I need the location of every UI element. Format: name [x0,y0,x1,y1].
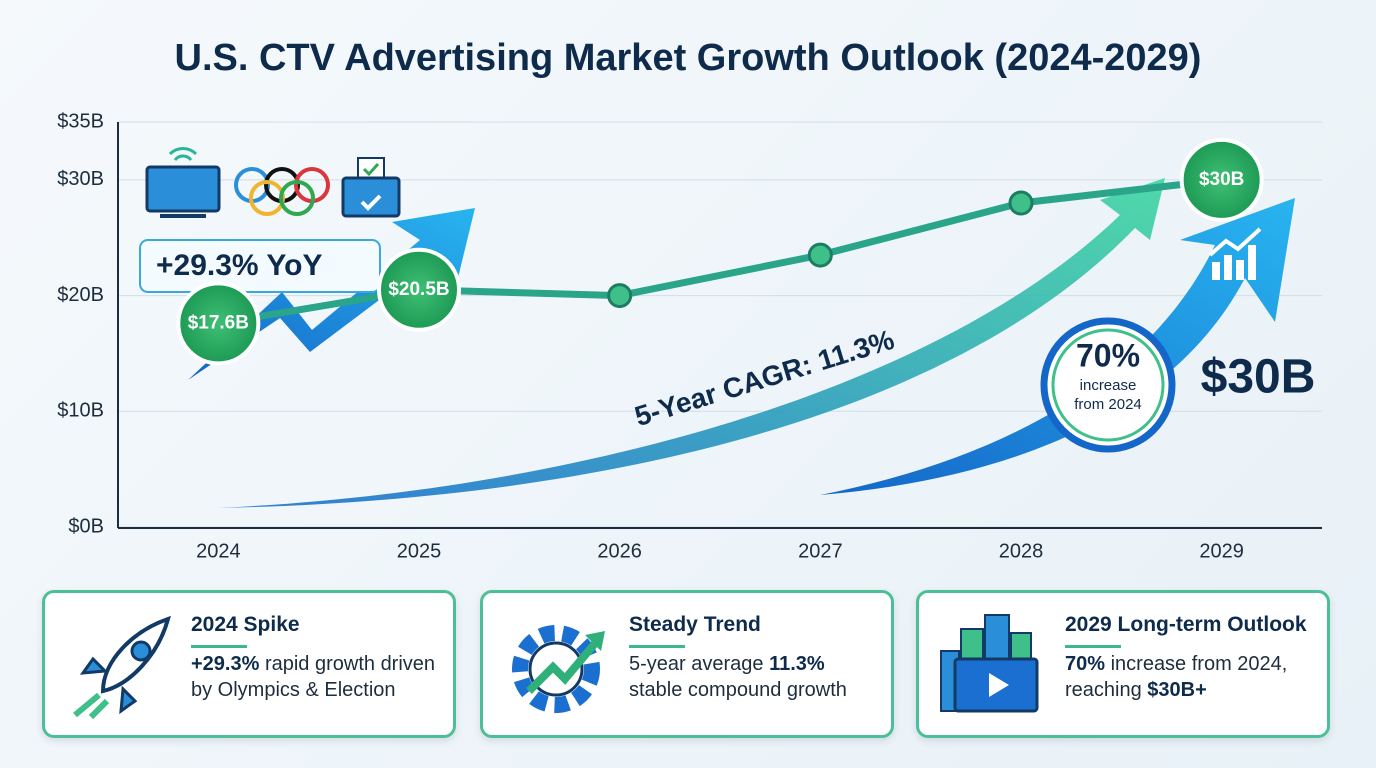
rocket-icon [73,615,171,720]
ballot-icon [341,157,401,218]
y-tick-label: $10B [57,400,104,422]
card-text-part: 70% [1065,653,1106,675]
y-tick-label: $20B [57,284,104,306]
card-text-part: 5-year average [629,653,770,675]
gear-icon [512,625,605,713]
outlook-arrow [820,198,1295,495]
increase-badge: 70% increase from 2024 [1040,317,1176,453]
card-text: +29.3% rapid growth driven by Olympics &… [191,651,443,703]
y-tick-label: $35B [57,110,104,132]
card: 2024 Spike +29.3% rapid growth driven by… [42,590,456,738]
yoy-box [139,239,381,293]
card-text-part: $30B+ [1147,679,1207,701]
yoy-label: +29.3% YoY [156,249,323,282]
x-tick-label: 2024 [196,540,241,562]
card-rule [1065,645,1121,648]
x-tick-label: 2026 [597,540,642,562]
x-tick-label: 2027 [798,540,843,562]
card-text-part: increase from 2024, reaching [1065,653,1293,701]
card-text: 5-year average 11.3% stable compound gro… [629,651,881,703]
card-text-part: +29.3% [191,653,260,675]
target-label: $30B [1201,351,1316,404]
city-tv-icon [940,614,1039,713]
chart-title: U.S. CTV Advertising Market Growth Outlo… [175,37,1202,79]
data-point [807,242,833,268]
card-title: Steady Trend [629,613,761,636]
card-title: 2029 Long-term Outlook [1065,613,1307,636]
value-label: $17.6B [188,312,249,333]
increase-pct: 70% [1076,337,1140,373]
card: 2029 Long-term Outlook 70% increase from… [916,590,1330,738]
y-tick-label: $30B [57,168,104,190]
card-text-part: stable compound growth [629,653,847,701]
card: Steady Trend 5-year average 11.3% stable… [480,590,894,738]
data-point [1008,190,1034,216]
value-label: $20.5B [388,279,449,300]
value-label: $30B [1199,169,1244,190]
cagr-arrow [218,178,1165,508]
data-point [607,283,633,309]
x-tick-label: 2029 [1199,540,1244,562]
spike-arrow [188,208,475,380]
value-bubble [1179,137,1264,222]
increase-text: from 2024 [1074,396,1142,413]
card-rule [191,645,247,648]
value-bubble [176,281,261,366]
card-rule [629,645,685,648]
card-text-part: 11.3% [769,653,825,675]
growth-bars-icon [1208,227,1262,280]
olympic-rings [234,167,330,216]
x-tick-label: 2025 [397,540,442,562]
tv-icon [145,147,221,218]
y-tick-label: $0B [68,515,104,537]
card-text: 70% increase from 2024, reaching $30B+ [1065,651,1317,703]
card-title: 2024 Spike [191,613,300,636]
increase-text: increase [1080,377,1137,394]
card-text-part: rapid growth driven by Olympics & Electi… [191,653,441,701]
x-tick-label: 2028 [999,540,1044,562]
value-bubble [377,247,461,332]
